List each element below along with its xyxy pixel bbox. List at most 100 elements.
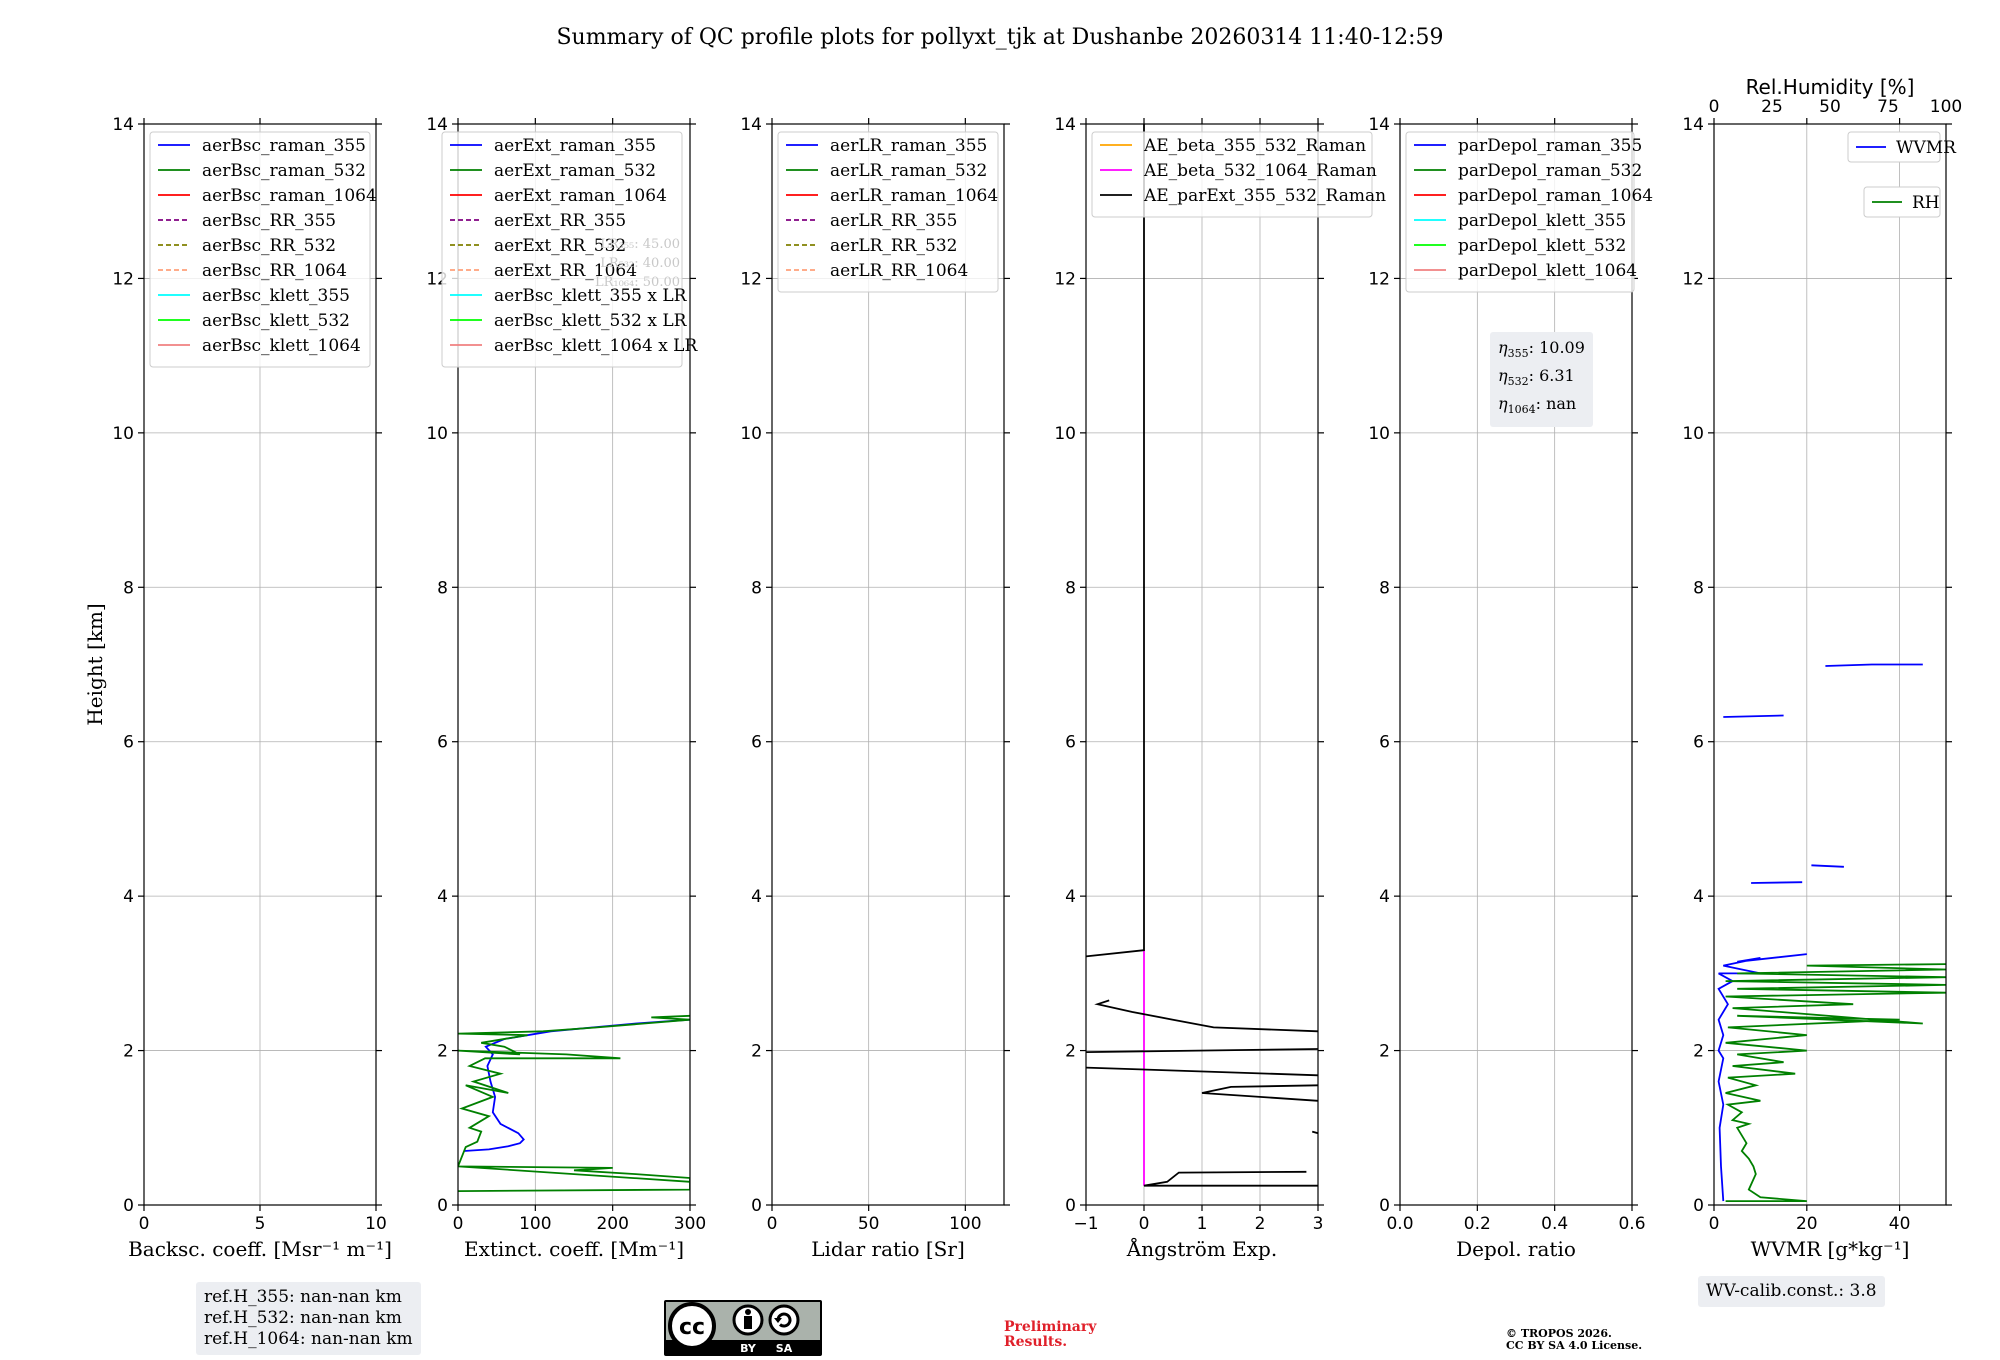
xtick-label-ae-2: 1 [1197,1214,1208,1234]
legend-depol: parDepol_raman_355 parDepol_raman_532 parD… [1405,131,1653,293]
legend-box-depol [1405,131,1635,293]
xtick-label-ext-0: 0 [453,1214,464,1234]
legend-label-ext-1: aerExt_raman_532 [494,161,656,181]
panel-depol: 0.0 0.2 0.4 0.6 0 2 4 6 8 10 12 14 Depol. ratio parDe… [1368,115,1653,1261]
legend-label-bsc-5: aerBsc_RR_1064 [202,261,347,281]
legend-box-ext [441,131,683,368]
legend-ext: aerExt_raman_355 aerExt_raman_532 aerExt_r… [441,131,698,368]
legend-box-wv-0 [1847,131,1941,163]
legend-label-ext-5: aerExt_RR_1064 [494,261,637,281]
panel-lr: 0 50 100 0 2 4 6 8 10 12 14 Lidar ratio [Sr] aerLR_r… [740,115,1010,1261]
ytick-label-lr-6: 12 [740,269,762,289]
ytick-label-bsc-6: 12 [112,269,134,289]
legend-label-ext-7: aerBsc_klett_532 x LR [494,311,688,331]
ytick-label-wv-3: 6 [1693,733,1704,753]
legend-label-bsc-6: aerBsc_klett_355 [202,286,350,306]
xlabel-lr: Lidar ratio [Sr] [811,1237,965,1261]
ytick-label-depol-3: 6 [1379,733,1390,753]
legend-label-bsc-3: aerBsc_RR_355 [202,211,336,231]
xtick-label-depol-0: 0.0 [1386,1214,1413,1234]
top-xtick-label-3: 75 [1877,97,1899,117]
panel-bsc: 0 5 10 0 2 4 6 8 10 12 14 Backsc. coeff. [Msr⁻¹ m⁻¹… [83,115,392,1261]
series-ae-1 [1143,1170,1318,1187]
top-xtick-label-2: 50 [1819,97,1841,117]
xlabel-wv: WVMR [g*kg⁻¹] [1751,1237,1910,1261]
legend-label-ext-8: aerBsc_klett_1064 x LR [494,336,698,356]
legend-wv-0: WVMR [1847,131,1957,163]
legend-label-ae-0: AE_beta_355_532_Raman [1143,136,1366,156]
ytick-label-ae-4: 8 [1065,578,1076,598]
wv-calibration-box: WV-calib.const.: 3.8 [1698,1276,1885,1307]
legend-wv-1: RH [1863,186,1941,218]
legend-label-lr-0: aerLR_raman_355 [830,136,987,156]
xlabel-ae: Ångström Exp. [1126,1236,1277,1261]
ytick-label-bsc-2: 4 [123,887,134,907]
xtick-label-lr-0: 0 [767,1214,778,1234]
axes-frame-wv [1713,123,1947,1206]
ytick-label-ext-5: 10 [426,424,448,444]
legend-label-lr-4: aerLR_RR_532 [830,236,957,256]
ytick-label-lr-4: 8 [751,578,762,598]
series-ae-2 [1311,1130,1318,1135]
eta-box: η355: 10.09 η532: 6.31 η1064: nan [1490,332,1593,427]
series-rh [1725,963,1946,1202]
axes-frame-ext [457,123,691,1206]
xtick-label-bsc-0: 0 [139,1214,150,1234]
ylabel-bsc: Height [km] [83,603,107,725]
ytick-label-lr-3: 6 [751,733,762,753]
legend-lr: aerLR_raman_355 aerLR_raman_532 aerLR_rama… [777,131,999,293]
legend-box-ae [1091,131,1373,218]
xtick-label-ae-0: −1 [1073,1214,1098,1234]
legend-label-depol-0: parDepol_raman_355 [1458,136,1642,156]
ytick-label-wv-5: 10 [1682,424,1704,444]
series-wv-0 [1717,953,1807,1202]
xtick-label-depol-2: 0.4 [1541,1214,1568,1234]
eta-532-value: 6.31 [1539,366,1575,386]
lr-annotation-2: LR₁₀₆₄: 50.00 [595,275,680,290]
ytick-label-wv-0: 0 [1693,1196,1704,1216]
top-xtick-label-0: 0 [1709,97,1720,117]
ytick-label-bsc-4: 8 [123,578,134,598]
series-ae-5 [1086,1048,1318,1053]
ref-height-1064: ref.H_1064: nan-nan km [204,1329,413,1349]
ytick-label-ext-3: 6 [437,733,448,753]
sa-label: SA [776,1342,793,1355]
series-wv-3 [1723,714,1784,718]
by-label: BY [740,1342,757,1355]
legend-label-ae-2: AE_parExt_355_532_Raman [1143,186,1386,206]
top-xtick-label-1: 25 [1761,97,1783,117]
ytick-label-lr-2: 4 [751,887,762,907]
legend-bsc: aerBsc_raman_355 aerBsc_raman_532 aerBsc_r… [149,131,377,368]
legend-label-depol-2: parDepol_raman_1064 [1458,186,1653,206]
eta-355-value: 10.09 [1539,338,1585,357]
ytick-label-bsc-3: 6 [123,733,134,753]
xtick-label-lr-2: 100 [949,1214,981,1234]
figure-title: Summary of QC profile plots for pollyxt_… [556,25,1443,50]
ytick-label-bsc-7: 14 [112,115,134,135]
ytick-label-bsc-5: 10 [112,424,134,444]
legend-label-ext-6: aerBsc_klett_355 x LR [494,286,688,306]
xtick-label-ext-1: 100 [519,1214,551,1234]
legend-label-ext-2: aerExt_raman_1064 [494,186,667,206]
series-ae-3 [1201,1084,1318,1102]
ytick-label-depol-5: 10 [1368,424,1390,444]
xtick-label-depol-3: 0.6 [1618,1214,1645,1234]
axes-frame-depol [1399,123,1633,1206]
legend-label-ext-3: aerExt_RR_355 [494,211,626,231]
preliminary-line-2: Results. [1004,1334,1068,1350]
xtick-label-ae-3: 2 [1255,1214,1266,1234]
xtick-label-ae-1: 0 [1139,1214,1150,1234]
eta-355: η355: 10.09 [1498,338,1585,361]
legend-label-ae-1: AE_beta_532_1064_Raman [1143,161,1377,181]
legend-label-lr-2: aerLR_raman_1064 [830,186,998,206]
cc-by-sa-badge[interactable]: cc BY SA [664,1300,822,1356]
series-wv-1 [1751,881,1803,884]
legend-label-depol-5: parDepol_klett_1064 [1458,261,1637,281]
ref-height-532: ref.H_532: nan-nan km [204,1308,402,1328]
share-alike-icon [768,1304,800,1336]
xtick-label-bsc-2: 10 [365,1214,387,1234]
legend-label-lr-3: aerLR_RR_355 [830,211,957,231]
eta-1064: η1064: nan [1498,394,1577,417]
